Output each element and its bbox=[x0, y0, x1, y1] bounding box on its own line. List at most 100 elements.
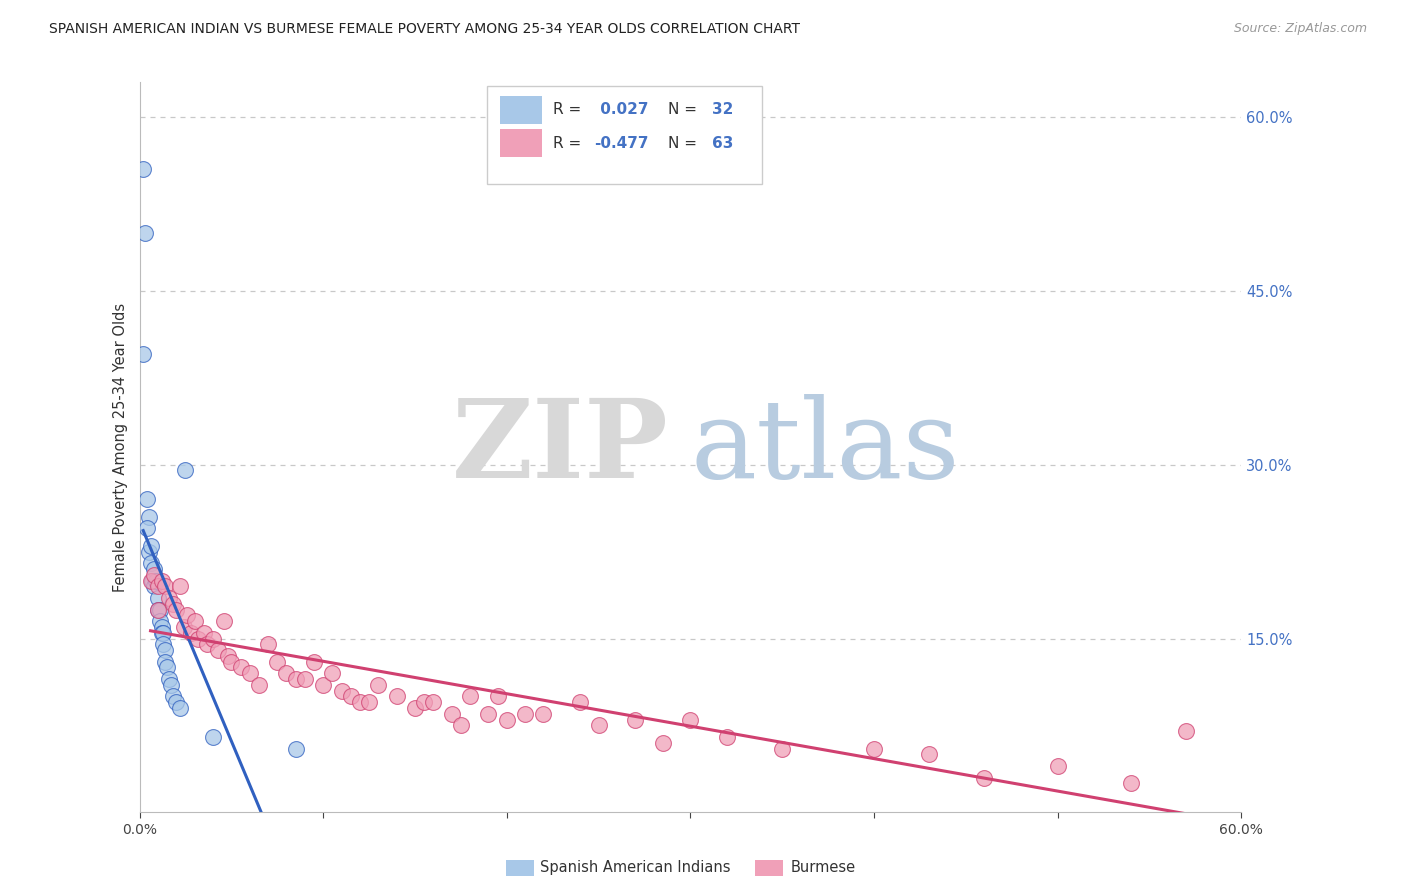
Point bbox=[135, 521, 157, 535]
Point bbox=[450, 718, 472, 732]
Point bbox=[173, 620, 195, 634]
Point bbox=[169, 579, 191, 593]
Point bbox=[770, 741, 793, 756]
Point bbox=[302, 655, 325, 669]
Text: N =: N = bbox=[668, 136, 702, 151]
Point bbox=[155, 579, 177, 593]
Point bbox=[143, 579, 166, 593]
Point bbox=[312, 678, 335, 692]
Point bbox=[1046, 759, 1069, 773]
Text: ZIP: ZIP bbox=[451, 393, 668, 500]
Point bbox=[159, 678, 181, 692]
Point bbox=[321, 666, 343, 681]
Point bbox=[197, 637, 219, 651]
Text: -0.477: -0.477 bbox=[595, 136, 650, 151]
Point bbox=[588, 718, 610, 732]
Point bbox=[349, 695, 371, 709]
Point bbox=[413, 695, 436, 709]
Text: atlas: atlas bbox=[690, 393, 960, 500]
Text: Burmese: Burmese bbox=[790, 860, 855, 874]
Point bbox=[569, 695, 592, 709]
Point bbox=[716, 730, 738, 744]
Point bbox=[132, 347, 155, 361]
Point bbox=[150, 625, 173, 640]
Point bbox=[146, 591, 169, 605]
Point bbox=[180, 625, 202, 640]
Point bbox=[141, 574, 163, 588]
Point bbox=[221, 655, 243, 669]
Point bbox=[1175, 724, 1198, 739]
Point bbox=[863, 741, 886, 756]
Point bbox=[157, 591, 180, 605]
Point bbox=[138, 509, 160, 524]
Point bbox=[143, 562, 166, 576]
Point bbox=[183, 614, 205, 628]
Point bbox=[152, 625, 174, 640]
Point bbox=[1119, 776, 1142, 790]
Point bbox=[138, 544, 160, 558]
Point bbox=[651, 736, 673, 750]
Point bbox=[149, 602, 172, 616]
Point bbox=[193, 625, 215, 640]
Point bbox=[139, 539, 162, 553]
Point bbox=[440, 706, 463, 721]
Point bbox=[495, 713, 517, 727]
Point bbox=[174, 463, 197, 477]
Point bbox=[217, 648, 239, 663]
Point bbox=[477, 706, 499, 721]
FancyBboxPatch shape bbox=[499, 129, 541, 157]
Point bbox=[201, 632, 224, 646]
Point bbox=[330, 683, 353, 698]
Point bbox=[165, 695, 187, 709]
Point bbox=[162, 597, 184, 611]
Text: Spanish American Indians: Spanish American Indians bbox=[540, 860, 730, 874]
Point bbox=[187, 632, 209, 646]
FancyBboxPatch shape bbox=[499, 95, 541, 123]
Point bbox=[385, 690, 408, 704]
Text: R =: R = bbox=[553, 136, 586, 151]
Point bbox=[149, 614, 172, 628]
Point bbox=[201, 730, 224, 744]
Point bbox=[134, 226, 156, 240]
Point bbox=[284, 741, 307, 756]
Point bbox=[247, 678, 270, 692]
Point bbox=[150, 574, 173, 588]
Point bbox=[533, 706, 555, 721]
Point bbox=[404, 701, 426, 715]
Point bbox=[155, 655, 177, 669]
Point bbox=[165, 602, 187, 616]
Point bbox=[157, 672, 180, 686]
Point bbox=[339, 690, 361, 704]
Point bbox=[146, 602, 169, 616]
Point bbox=[266, 655, 288, 669]
Text: 32: 32 bbox=[713, 103, 734, 117]
Point bbox=[139, 574, 162, 588]
Point bbox=[145, 574, 167, 588]
Point bbox=[152, 637, 174, 651]
Point bbox=[139, 556, 162, 570]
Point bbox=[207, 643, 229, 657]
Point bbox=[132, 161, 155, 176]
Point bbox=[679, 713, 702, 727]
Point bbox=[155, 643, 177, 657]
Point bbox=[156, 660, 179, 674]
Y-axis label: Female Poverty Among 25-34 Year Olds: Female Poverty Among 25-34 Year Olds bbox=[114, 302, 128, 591]
Point bbox=[146, 602, 169, 616]
FancyBboxPatch shape bbox=[486, 86, 762, 184]
Text: R =: R = bbox=[553, 103, 586, 117]
Point bbox=[367, 678, 389, 692]
Point bbox=[624, 713, 647, 727]
Point bbox=[169, 701, 191, 715]
Point bbox=[294, 672, 316, 686]
Point bbox=[513, 706, 536, 721]
Point bbox=[357, 695, 380, 709]
Point bbox=[146, 579, 169, 593]
Point bbox=[162, 690, 184, 704]
Point bbox=[229, 660, 252, 674]
Point bbox=[150, 620, 173, 634]
Point bbox=[176, 608, 198, 623]
Text: 0.027: 0.027 bbox=[595, 103, 648, 117]
Point bbox=[257, 637, 280, 651]
Point bbox=[973, 771, 995, 785]
Point bbox=[135, 492, 157, 507]
